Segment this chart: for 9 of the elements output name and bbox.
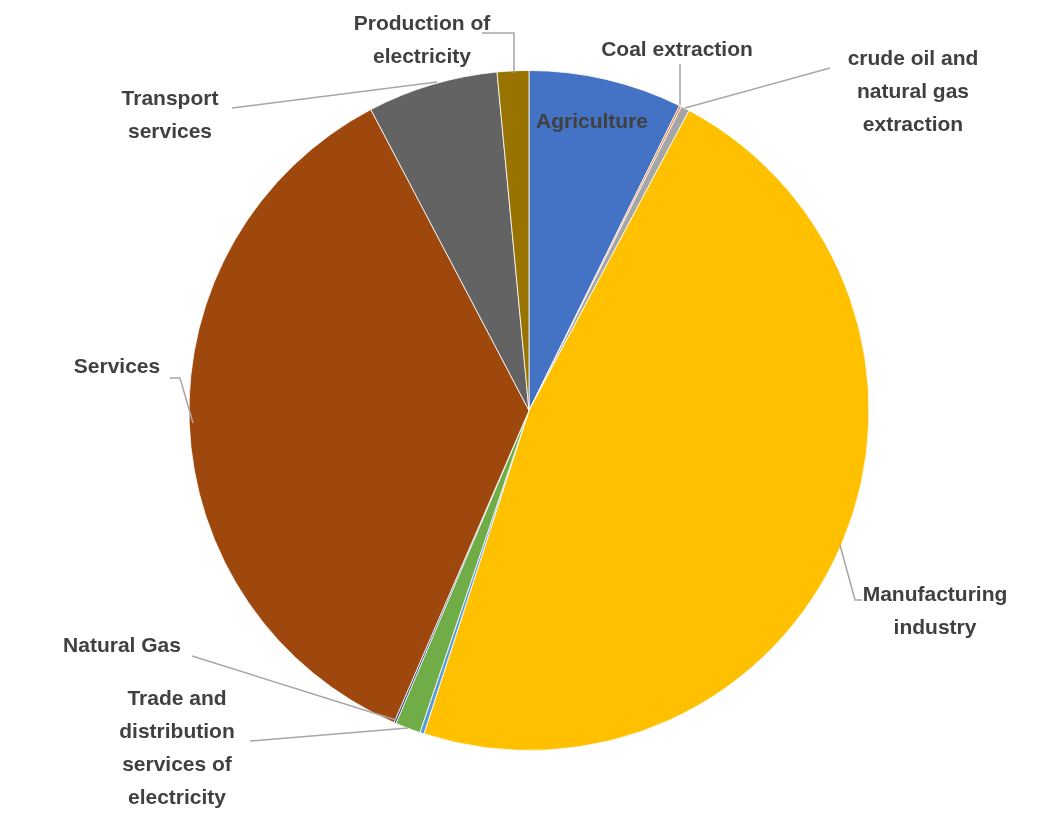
slice-label: Agriculture	[535, 108, 649, 132]
slice-label: Services	[73, 353, 161, 377]
slice-label: Manufacturing industry	[862, 582, 1008, 639]
slice-label: crude oil and natural gas extraction	[847, 45, 979, 135]
slice-label: Production of electricity	[353, 11, 492, 68]
slice-label: Natural Gas	[63, 632, 181, 656]
slice-label: Trade and distribution services of electricity	[119, 686, 235, 809]
slice-label: Transport services	[121, 86, 219, 143]
slice-label: Coal extraction	[601, 36, 753, 60]
